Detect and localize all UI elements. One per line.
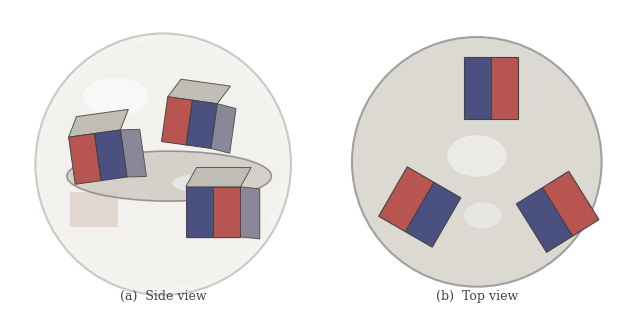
Ellipse shape [35, 33, 291, 295]
Text: (a)  Side view: (a) Side view [120, 290, 207, 303]
Polygon shape [168, 79, 230, 104]
Polygon shape [161, 97, 193, 145]
Polygon shape [68, 109, 128, 137]
Ellipse shape [447, 135, 506, 177]
Polygon shape [186, 167, 251, 187]
Polygon shape [186, 187, 213, 237]
Circle shape [364, 49, 589, 275]
Polygon shape [68, 133, 101, 184]
Polygon shape [491, 57, 518, 119]
Ellipse shape [464, 202, 502, 228]
Polygon shape [186, 100, 217, 149]
Ellipse shape [83, 77, 148, 116]
Text: (b)  Top view: (b) Top view [436, 290, 518, 303]
Polygon shape [213, 187, 241, 237]
Polygon shape [211, 104, 236, 153]
Polygon shape [516, 188, 573, 252]
Ellipse shape [172, 174, 226, 192]
Polygon shape [187, 198, 249, 239]
Polygon shape [379, 167, 434, 232]
Polygon shape [70, 192, 118, 227]
Polygon shape [95, 130, 127, 181]
Polygon shape [241, 187, 260, 239]
Polygon shape [464, 57, 491, 119]
Polygon shape [543, 171, 599, 236]
Circle shape [352, 37, 602, 287]
Ellipse shape [44, 42, 282, 286]
Polygon shape [406, 182, 461, 247]
Ellipse shape [67, 151, 271, 201]
Polygon shape [120, 129, 147, 177]
